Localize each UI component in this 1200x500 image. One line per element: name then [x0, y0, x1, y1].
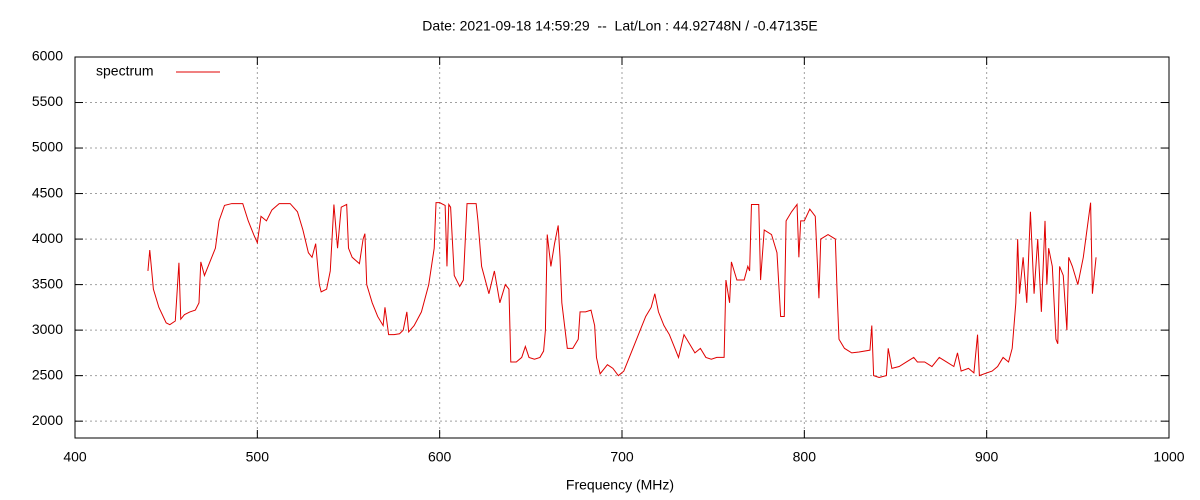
- x-tick-label: 1000: [1153, 449, 1184, 465]
- x-tick-label: 600: [428, 449, 452, 465]
- x-tick-label: 800: [793, 449, 817, 465]
- x-tick-label: 900: [975, 449, 999, 465]
- x-tick-label: 700: [610, 449, 634, 465]
- legend-label: spectrum: [96, 63, 154, 79]
- y-tick-label: 4000: [32, 230, 63, 246]
- y-tick-label: 3500: [32, 275, 63, 291]
- y-tick-label: 2500: [32, 366, 63, 382]
- data-line: [147, 202, 1097, 378]
- y-tick-label: 5000: [32, 139, 63, 155]
- x-tick-label: 400: [63, 449, 87, 465]
- plot-frame: [74, 56, 1170, 439]
- y-tick-label: 6000: [32, 48, 63, 64]
- y-tick-label: 2000: [32, 412, 63, 428]
- x-axis-label: Frequency (MHz): [566, 477, 674, 493]
- x-tick-label: 500: [246, 449, 270, 465]
- y-tick-label: 5500: [32, 93, 63, 109]
- chart-title: Date: 2021-09-18 14:59:29 -- Lat/Lon : 4…: [422, 18, 817, 34]
- y-tick-label: 3000: [32, 321, 63, 337]
- y-tick-label: 4500: [32, 184, 63, 200]
